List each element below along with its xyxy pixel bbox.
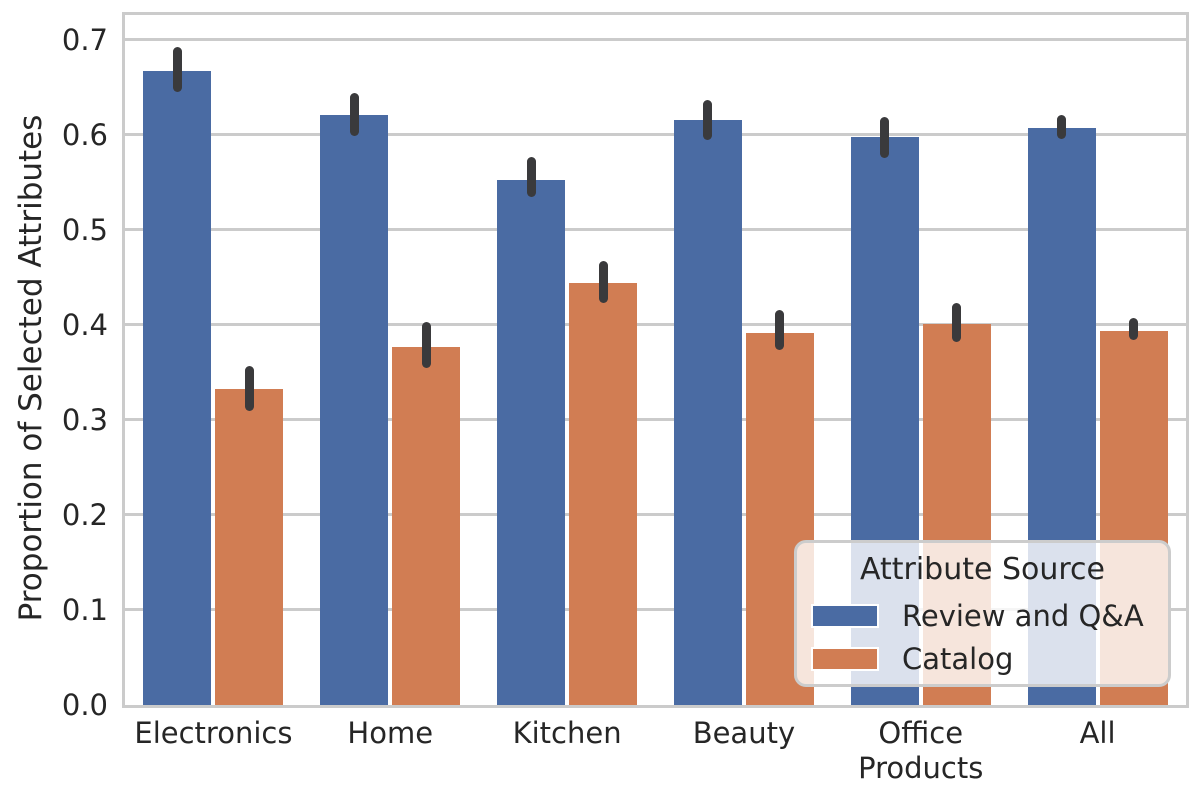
bar-catalog xyxy=(215,389,284,705)
bar-catalog xyxy=(392,346,461,705)
legend-swatch-icon xyxy=(811,646,879,671)
error-bar xyxy=(880,116,890,159)
error-bar xyxy=(172,47,182,92)
y-tick-label: 0.6 xyxy=(61,117,108,152)
gridline xyxy=(125,323,1186,327)
y-axis-label: Proportion of Selected Attributes xyxy=(13,114,49,622)
gridline xyxy=(125,513,1186,517)
error-bar xyxy=(598,261,608,303)
error-bar xyxy=(526,157,536,198)
bar-review-and-q-a xyxy=(497,180,566,705)
error-bar xyxy=(1129,318,1139,340)
legend-item: Catalog xyxy=(811,637,1154,680)
gridline xyxy=(125,228,1186,232)
legend-swatch-icon xyxy=(811,603,879,628)
legend-label: Catalog xyxy=(902,641,1014,676)
y-tick-label: 0.7 xyxy=(61,22,108,57)
x-tick-label: Beauty xyxy=(692,716,796,750)
gridline xyxy=(125,133,1186,137)
y-tick-label: 0.4 xyxy=(61,307,108,342)
y-tick-label: 0.3 xyxy=(61,402,108,437)
y-tick-label: 0.0 xyxy=(61,688,108,722)
gridline xyxy=(125,418,1186,422)
error-bar xyxy=(244,365,254,412)
error-bar xyxy=(775,310,785,351)
bar-review-and-q-a xyxy=(143,70,212,705)
legend-label: Review and Q&A xyxy=(902,598,1144,633)
x-tick-label: Electronics xyxy=(134,716,293,750)
y-tick-label: 0.2 xyxy=(61,497,108,532)
gridline xyxy=(125,38,1186,41)
error-bar xyxy=(349,92,359,136)
x-tick-label: Kitchen xyxy=(512,716,622,750)
bar-catalog xyxy=(569,282,638,705)
x-tick-label: Office Products xyxy=(858,716,984,785)
gridline xyxy=(125,608,1186,612)
legend-item: Review and Q&A xyxy=(811,594,1154,637)
y-tick-label: 0.5 xyxy=(61,212,108,247)
error-bar xyxy=(703,100,713,141)
plot-area: Attribute Source Review and Q&A Catalog xyxy=(122,12,1189,708)
error-bar xyxy=(1057,114,1067,140)
legend-items: Review and Q&A Catalog xyxy=(811,594,1154,680)
y-tick-label: 0.1 xyxy=(61,592,108,627)
error-bar xyxy=(421,321,431,369)
bar-review-and-q-a xyxy=(673,120,742,705)
bar-review-and-q-a xyxy=(320,114,389,705)
legend: Attribute Source Review and Q&A Catalog xyxy=(794,540,1171,687)
legend-title: Attribute Source xyxy=(859,552,1106,587)
x-tick-label: All xyxy=(1079,716,1116,750)
x-tick-label: Home xyxy=(347,716,434,750)
error-bar xyxy=(952,302,962,342)
